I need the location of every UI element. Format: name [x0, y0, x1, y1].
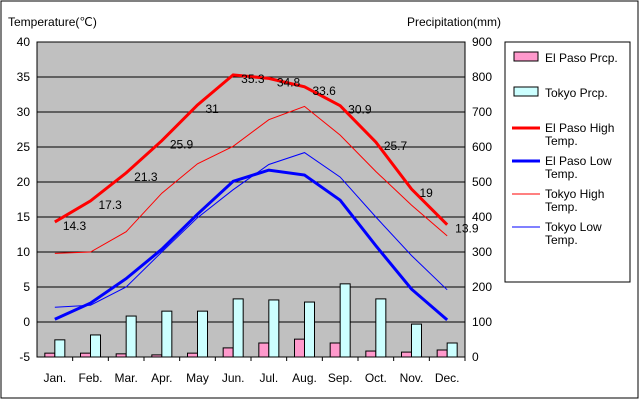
legend-label: Tokyo High [545, 187, 604, 201]
right-tick-label: 200 [472, 280, 492, 294]
precip-bar [44, 352, 56, 358]
temp-line [54, 105, 448, 254]
legend-label: Temp. [545, 167, 578, 181]
x-tick-label: Sep. [328, 371, 353, 385]
left-tick-label: 40 [17, 35, 31, 49]
x-tick-label: Jan. [43, 371, 66, 385]
precip-bar [411, 323, 422, 358]
x-tick-label: Jul. [259, 371, 278, 385]
precip-bar [90, 334, 101, 358]
left-tick-label: 20 [17, 175, 31, 189]
temp-line [54, 73, 449, 226]
right-tick-label: 700 [472, 105, 492, 119]
precip-bar [329, 342, 341, 358]
right-tick-label: 100 [472, 315, 492, 329]
data-label: 13.9 [455, 222, 479, 236]
right-tick-label: 500 [472, 175, 492, 189]
data-label: 34.8 [277, 75, 301, 89]
precip-bar [294, 338, 305, 358]
right-tick-label: 800 [472, 70, 492, 84]
x-tick-label: Jun. [222, 371, 245, 385]
precip-bar [446, 342, 458, 358]
data-label: 19 [420, 186, 434, 200]
legend-swatch [513, 51, 539, 62]
precip-bar [258, 342, 270, 358]
left-tick-label: 5 [23, 280, 30, 294]
precip-bar [197, 310, 208, 358]
precip-bar [187, 352, 198, 358]
precip-bar [161, 310, 173, 358]
data-label: 25.7 [384, 139, 408, 153]
temp-line [54, 152, 448, 308]
left-tick-label: 30 [17, 105, 31, 119]
x-tick-label: Mar. [114, 371, 137, 385]
x-tick-label: Apr. [151, 371, 172, 385]
data-label: 14.3 [63, 219, 87, 233]
right-tick-label: 300 [472, 245, 492, 259]
precip-bar [151, 354, 163, 358]
right-tick-label: 0 [472, 350, 479, 364]
legend-label: El Paso High [545, 121, 614, 135]
legend-label: Temp. [545, 134, 578, 148]
right-axis-title: Precipitation(mm) [407, 15, 501, 29]
left-tick-label: -5 [19, 350, 30, 364]
data-label: 17.3 [99, 198, 123, 212]
x-tick-label: Nov. [400, 371, 424, 385]
left-tick-label: 35 [17, 70, 31, 84]
data-label: 35.3 [241, 72, 265, 86]
temp-line [54, 168, 449, 322]
precip-bar [304, 301, 315, 358]
precip-bar [54, 339, 66, 358]
data-label: 21.3 [134, 170, 158, 184]
x-tick-label: Dec. [435, 371, 460, 385]
precip-bar [268, 299, 280, 358]
left-tick-label: 0 [23, 315, 30, 329]
precip-bar [365, 350, 377, 358]
precip-bar [80, 352, 91, 358]
left-tick-label: 15 [17, 210, 31, 224]
data-label: 33.6 [313, 84, 337, 98]
left-axis-title: Temperature(℃) [8, 15, 97, 29]
data-label: 25.9 [170, 138, 194, 152]
precip-bar [222, 347, 234, 358]
precip-bar [232, 298, 244, 358]
precip-bar [436, 349, 448, 358]
precip-bar [125, 315, 137, 358]
left-tick-label: 25 [17, 140, 31, 154]
legend-label: Tokyo Low [545, 220, 602, 234]
right-tick-label: 600 [472, 140, 492, 154]
right-tick-label: 400 [472, 210, 492, 224]
precip-bar [115, 353, 127, 358]
x-tick-label: Aug. [292, 371, 317, 385]
legend-label: Tokyo Prcp. [545, 86, 608, 100]
legend-label: Temp. [545, 233, 578, 247]
left-tick-label: 10 [17, 245, 31, 259]
legend-label: Temp. [545, 200, 578, 214]
precip-bar [375, 298, 387, 358]
data-label: 31 [206, 102, 220, 116]
x-tick-label: Feb. [78, 371, 102, 385]
precip-bar [339, 283, 351, 358]
legend-label: El Paso Prcp. [545, 51, 618, 65]
plot-area [36, 41, 466, 358]
legend-swatch [513, 86, 539, 97]
x-tick-label: Oct. [365, 371, 387, 385]
data-label: 30.9 [348, 103, 372, 117]
right-tick-label: 900 [472, 35, 492, 49]
x-tick-label: May [186, 371, 209, 385]
legend-label: El Paso Low [545, 154, 612, 168]
precip-bar [401, 351, 412, 358]
